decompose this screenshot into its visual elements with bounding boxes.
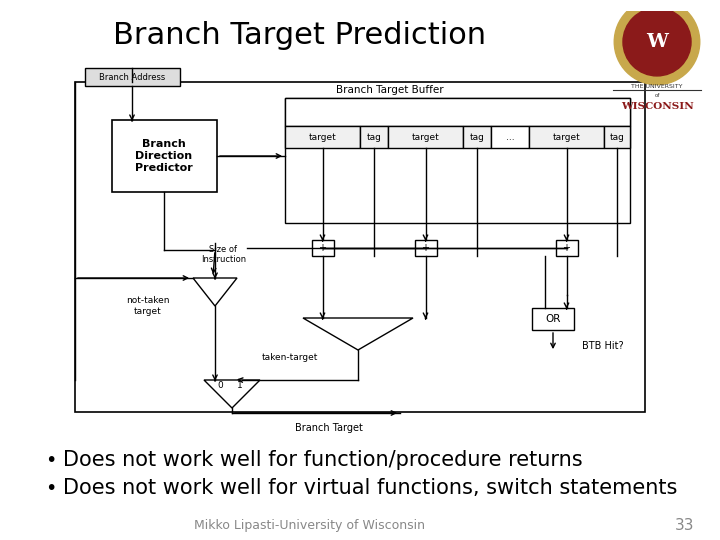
- Text: tag: tag: [610, 132, 624, 141]
- Text: ...: ...: [505, 132, 514, 141]
- Text: Mikko Lipasti-University of Wisconsin: Mikko Lipasti-University of Wisconsin: [194, 518, 426, 531]
- Text: target: target: [553, 132, 580, 141]
- Text: +: +: [562, 243, 570, 253]
- Bar: [529, 126, 604, 148]
- Bar: [532, 308, 574, 330]
- Bar: [388, 126, 463, 148]
- Text: tag: tag: [469, 132, 485, 141]
- Text: Branch Target Buffer: Branch Target Buffer: [336, 85, 444, 95]
- Text: +: +: [318, 243, 326, 253]
- Text: +: +: [421, 243, 430, 253]
- Text: taken-target: taken-target: [262, 354, 318, 362]
- Text: tag: tag: [366, 132, 382, 141]
- Text: Size of
Instruction: Size of Instruction: [201, 245, 246, 265]
- Bar: [463, 126, 491, 148]
- Bar: [75, 82, 645, 412]
- Text: 0: 0: [217, 381, 223, 390]
- Text: 1: 1: [237, 381, 243, 390]
- Bar: [360, 126, 388, 148]
- Text: target: target: [309, 132, 336, 141]
- Text: •: •: [45, 450, 56, 469]
- Bar: [556, 240, 577, 256]
- Text: of: of: [654, 93, 660, 98]
- Bar: [85, 68, 180, 86]
- Text: not-taken
target: not-taken target: [126, 296, 170, 316]
- Text: 33: 33: [675, 517, 695, 532]
- Text: OR: OR: [545, 314, 561, 324]
- Text: BTB Hit?: BTB Hit?: [582, 341, 624, 351]
- Text: Does not work well for virtual functions, switch statements: Does not work well for virtual functions…: [63, 478, 678, 498]
- Polygon shape: [303, 318, 413, 350]
- Text: W: W: [646, 33, 668, 51]
- Bar: [604, 126, 630, 148]
- Text: THE UNIVERSITY: THE UNIVERSITY: [631, 84, 683, 89]
- Polygon shape: [193, 278, 237, 306]
- Circle shape: [623, 8, 691, 76]
- Bar: [312, 240, 333, 256]
- Text: Branch
Direction
Predictor: Branch Direction Predictor: [135, 139, 193, 173]
- Text: Branch Target: Branch Target: [295, 423, 363, 433]
- Text: Branch Address: Branch Address: [99, 72, 165, 82]
- Text: target: target: [412, 132, 439, 141]
- Bar: [491, 126, 529, 148]
- Text: •: •: [45, 478, 56, 497]
- Bar: [285, 126, 360, 148]
- Text: WISCONSIN: WISCONSIN: [621, 102, 693, 111]
- Bar: [285, 98, 630, 223]
- Bar: [285, 98, 630, 126]
- Bar: [415, 240, 436, 256]
- Circle shape: [614, 0, 700, 85]
- Polygon shape: [204, 380, 260, 408]
- Text: Branch Target Prediction: Branch Target Prediction: [114, 21, 487, 50]
- Bar: [112, 120, 217, 192]
- Text: Does not work well for function/procedure returns: Does not work well for function/procedur…: [63, 450, 582, 470]
